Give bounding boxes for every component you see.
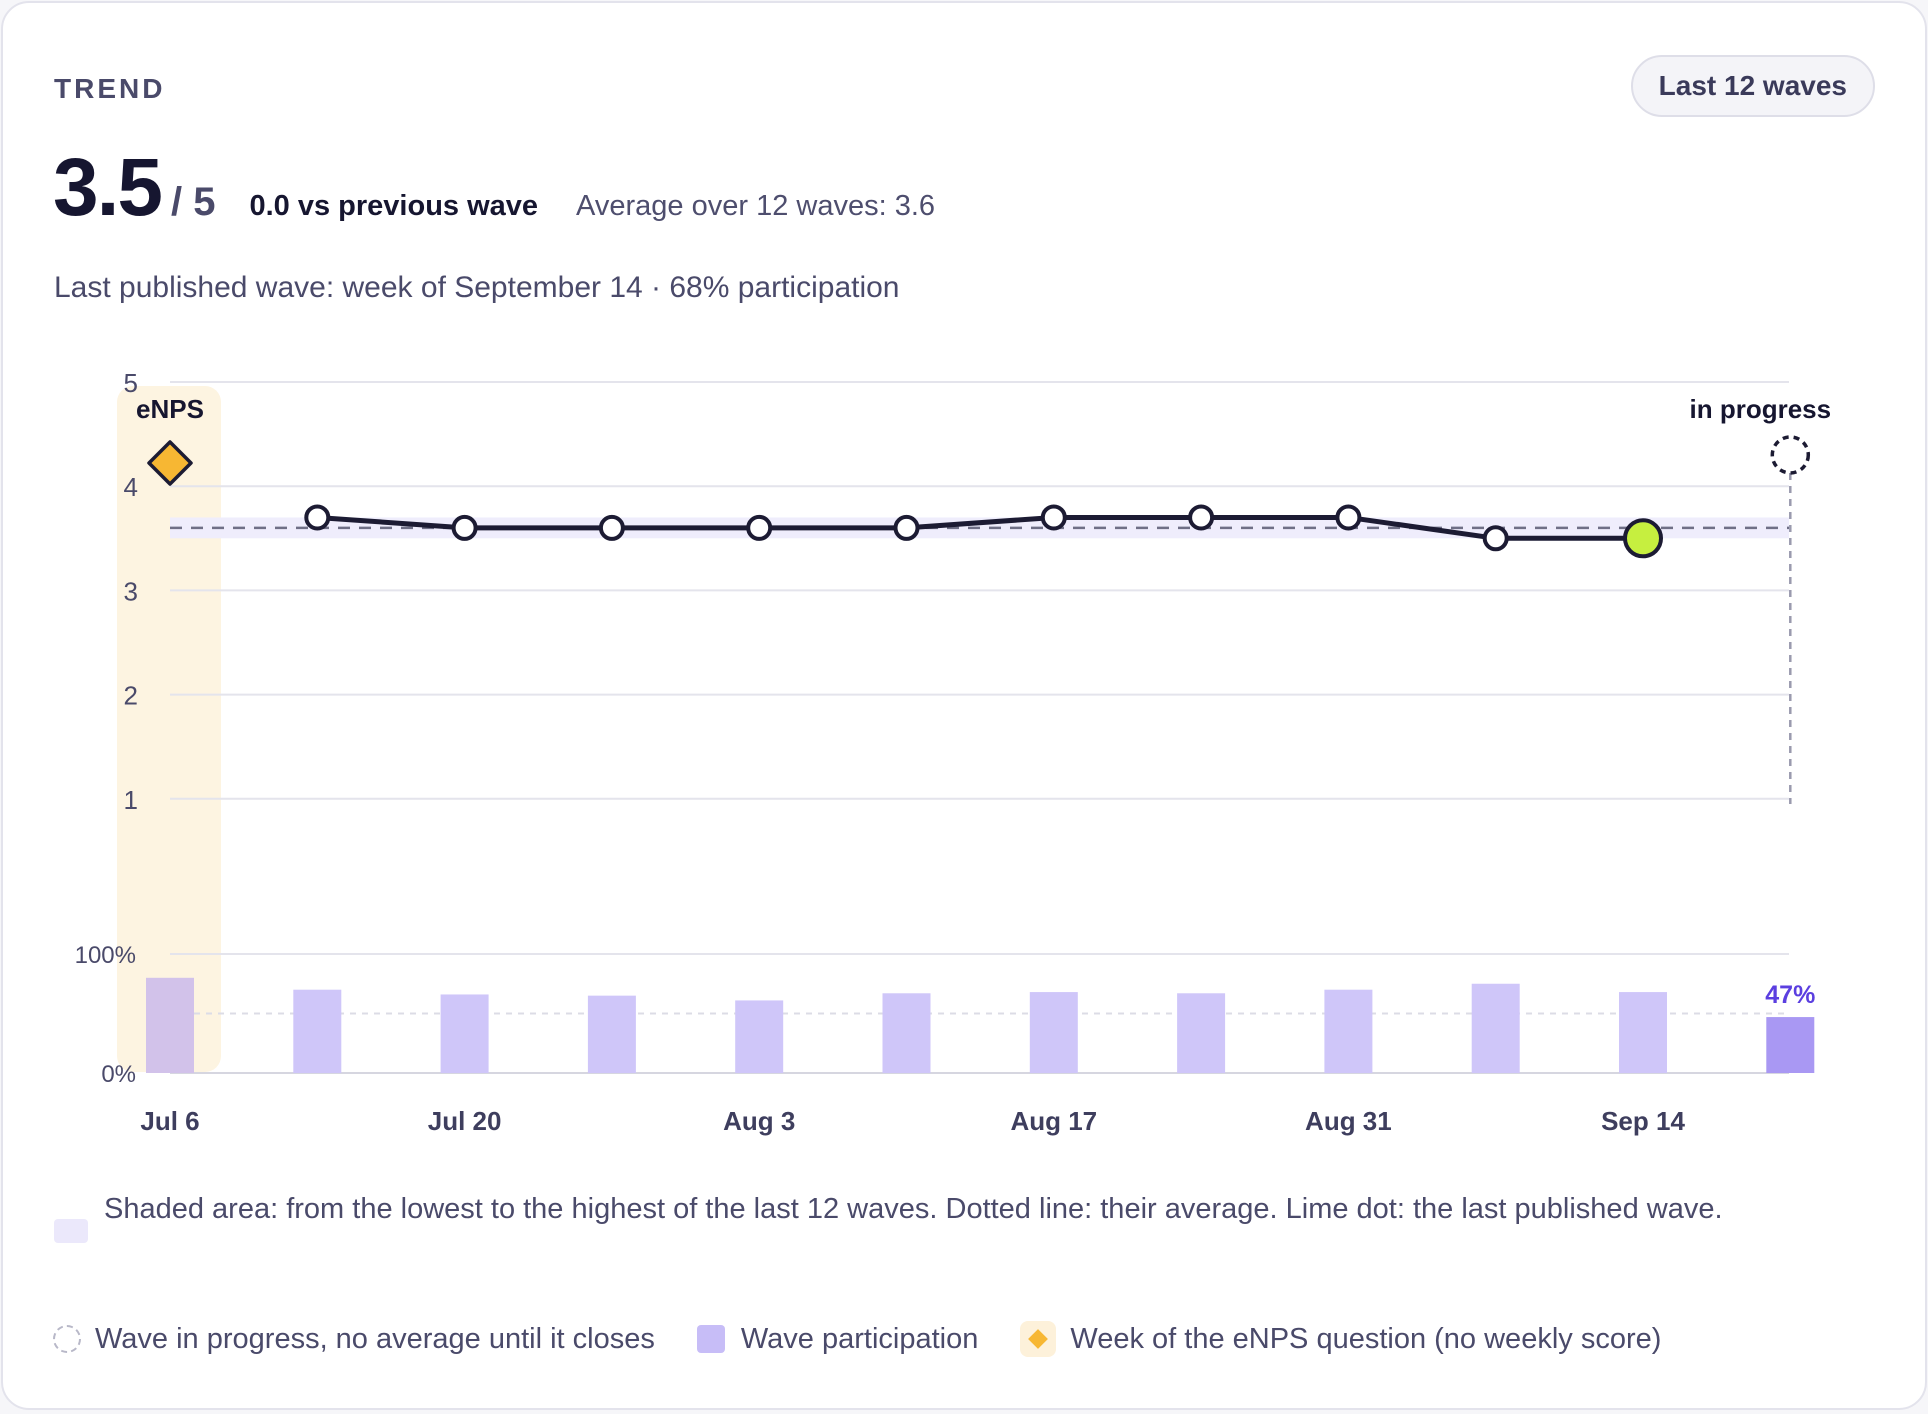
x-tick-label: Aug 3 bbox=[723, 1106, 795, 1136]
participation-bar bbox=[1619, 992, 1667, 1073]
chart-description: Shaded area: from the lowest to the high… bbox=[54, 1187, 1854, 1243]
participation-tick-label: 0% bbox=[101, 1061, 136, 1088]
enps-label: eNPS bbox=[136, 394, 204, 424]
score-point bbox=[1188, 504, 1215, 531]
y-tick-label: 2 bbox=[124, 681, 138, 711]
legend-label-enps: Week of the eNPS question (no weekly sco… bbox=[1070, 1322, 1662, 1355]
participation-tick-label: 100% bbox=[75, 942, 136, 969]
x-tick-label: Jul 20 bbox=[428, 1106, 502, 1136]
last-published-point bbox=[1623, 518, 1663, 559]
score-point bbox=[1482, 525, 1509, 552]
participation-bar bbox=[440, 994, 489, 1073]
x-tick-label: Jul 6 bbox=[140, 1106, 199, 1136]
legend-item-participation: Wave participation bbox=[696, 1322, 979, 1356]
score-point bbox=[451, 514, 478, 541]
last-published-info: Last published wave: week of September 1… bbox=[54, 271, 900, 304]
score-point bbox=[304, 504, 331, 531]
participation-bar bbox=[1177, 993, 1226, 1073]
score-average: Average over 12 waves: 3.6 bbox=[576, 190, 936, 222]
score-line bbox=[317, 514, 1643, 541]
score-value: 3.5 bbox=[53, 142, 163, 233]
in-progress-label: in progress bbox=[1690, 394, 1832, 424]
trend-chart: 1 2 3 4 5 100% 0% 47% in progress eNPS Jul 6 Jul 20… bbox=[75, 368, 1832, 1136]
participation-bar bbox=[882, 993, 931, 1073]
participation-bar bbox=[1029, 992, 1078, 1073]
chart-legend: Wave in progress, no average until it cl… bbox=[53, 1321, 1703, 1357]
score-point bbox=[598, 514, 625, 541]
participation-bar bbox=[146, 977, 194, 1073]
participation-bar bbox=[1324, 989, 1373, 1073]
enps-week-highlight bbox=[117, 386, 221, 1072]
score-point bbox=[746, 514, 773, 541]
in-progress-marker bbox=[1770, 435, 1811, 475]
y-tick-label: 5 bbox=[124, 368, 138, 398]
legend-label-in-progress: Wave in progress, no average until it cl… bbox=[95, 1322, 655, 1355]
chart-description-text: Shaded area: from the lowest to the high… bbox=[104, 1193, 1723, 1225]
dashed-circle-icon bbox=[53, 1325, 81, 1353]
y-tick-label: 3 bbox=[124, 576, 138, 606]
legend-item-enps: Week of the eNPS question (no weekly sco… bbox=[1020, 1321, 1661, 1357]
score-point bbox=[1040, 504, 1067, 531]
participation-bar bbox=[1766, 1017, 1815, 1073]
legend-item-in-progress: Wave in progress, no average until it cl… bbox=[53, 1323, 655, 1356]
x-tick-label: Sep 14 bbox=[1601, 1106, 1685, 1136]
x-tick-label: Aug 31 bbox=[1305, 1106, 1392, 1136]
range-selector-button[interactable]: Last 12 waves bbox=[1630, 55, 1875, 117]
y-tick-label: 4 bbox=[124, 472, 138, 502]
latest-participation-label: 47% bbox=[1765, 981, 1815, 1009]
score-point bbox=[1335, 504, 1362, 531]
participation-bar bbox=[293, 989, 342, 1073]
x-tick-label: Aug 17 bbox=[1010, 1106, 1097, 1136]
score-point bbox=[893, 514, 920, 541]
y-tick-label: 1 bbox=[124, 785, 138, 815]
card-eyebrow: TREND bbox=[54, 73, 166, 104]
diamond-icon bbox=[1020, 1321, 1057, 1357]
kpi-row: 3.5 / 5 0.0 vs previous wave Average ove… bbox=[53, 141, 935, 235]
score-scale: / 5 bbox=[171, 180, 216, 224]
participation-bar bbox=[735, 1000, 784, 1073]
score-delta: 0.0 vs previous wave bbox=[249, 190, 539, 222]
participation-bar bbox=[1471, 983, 1520, 1073]
participation-bar bbox=[587, 995, 636, 1073]
legend-label-participation: Wave participation bbox=[740, 1322, 979, 1355]
bar-swatch-icon bbox=[696, 1325, 725, 1353]
range-band-swatch bbox=[54, 1219, 88, 1243]
enps-diamond-marker bbox=[147, 440, 193, 486]
